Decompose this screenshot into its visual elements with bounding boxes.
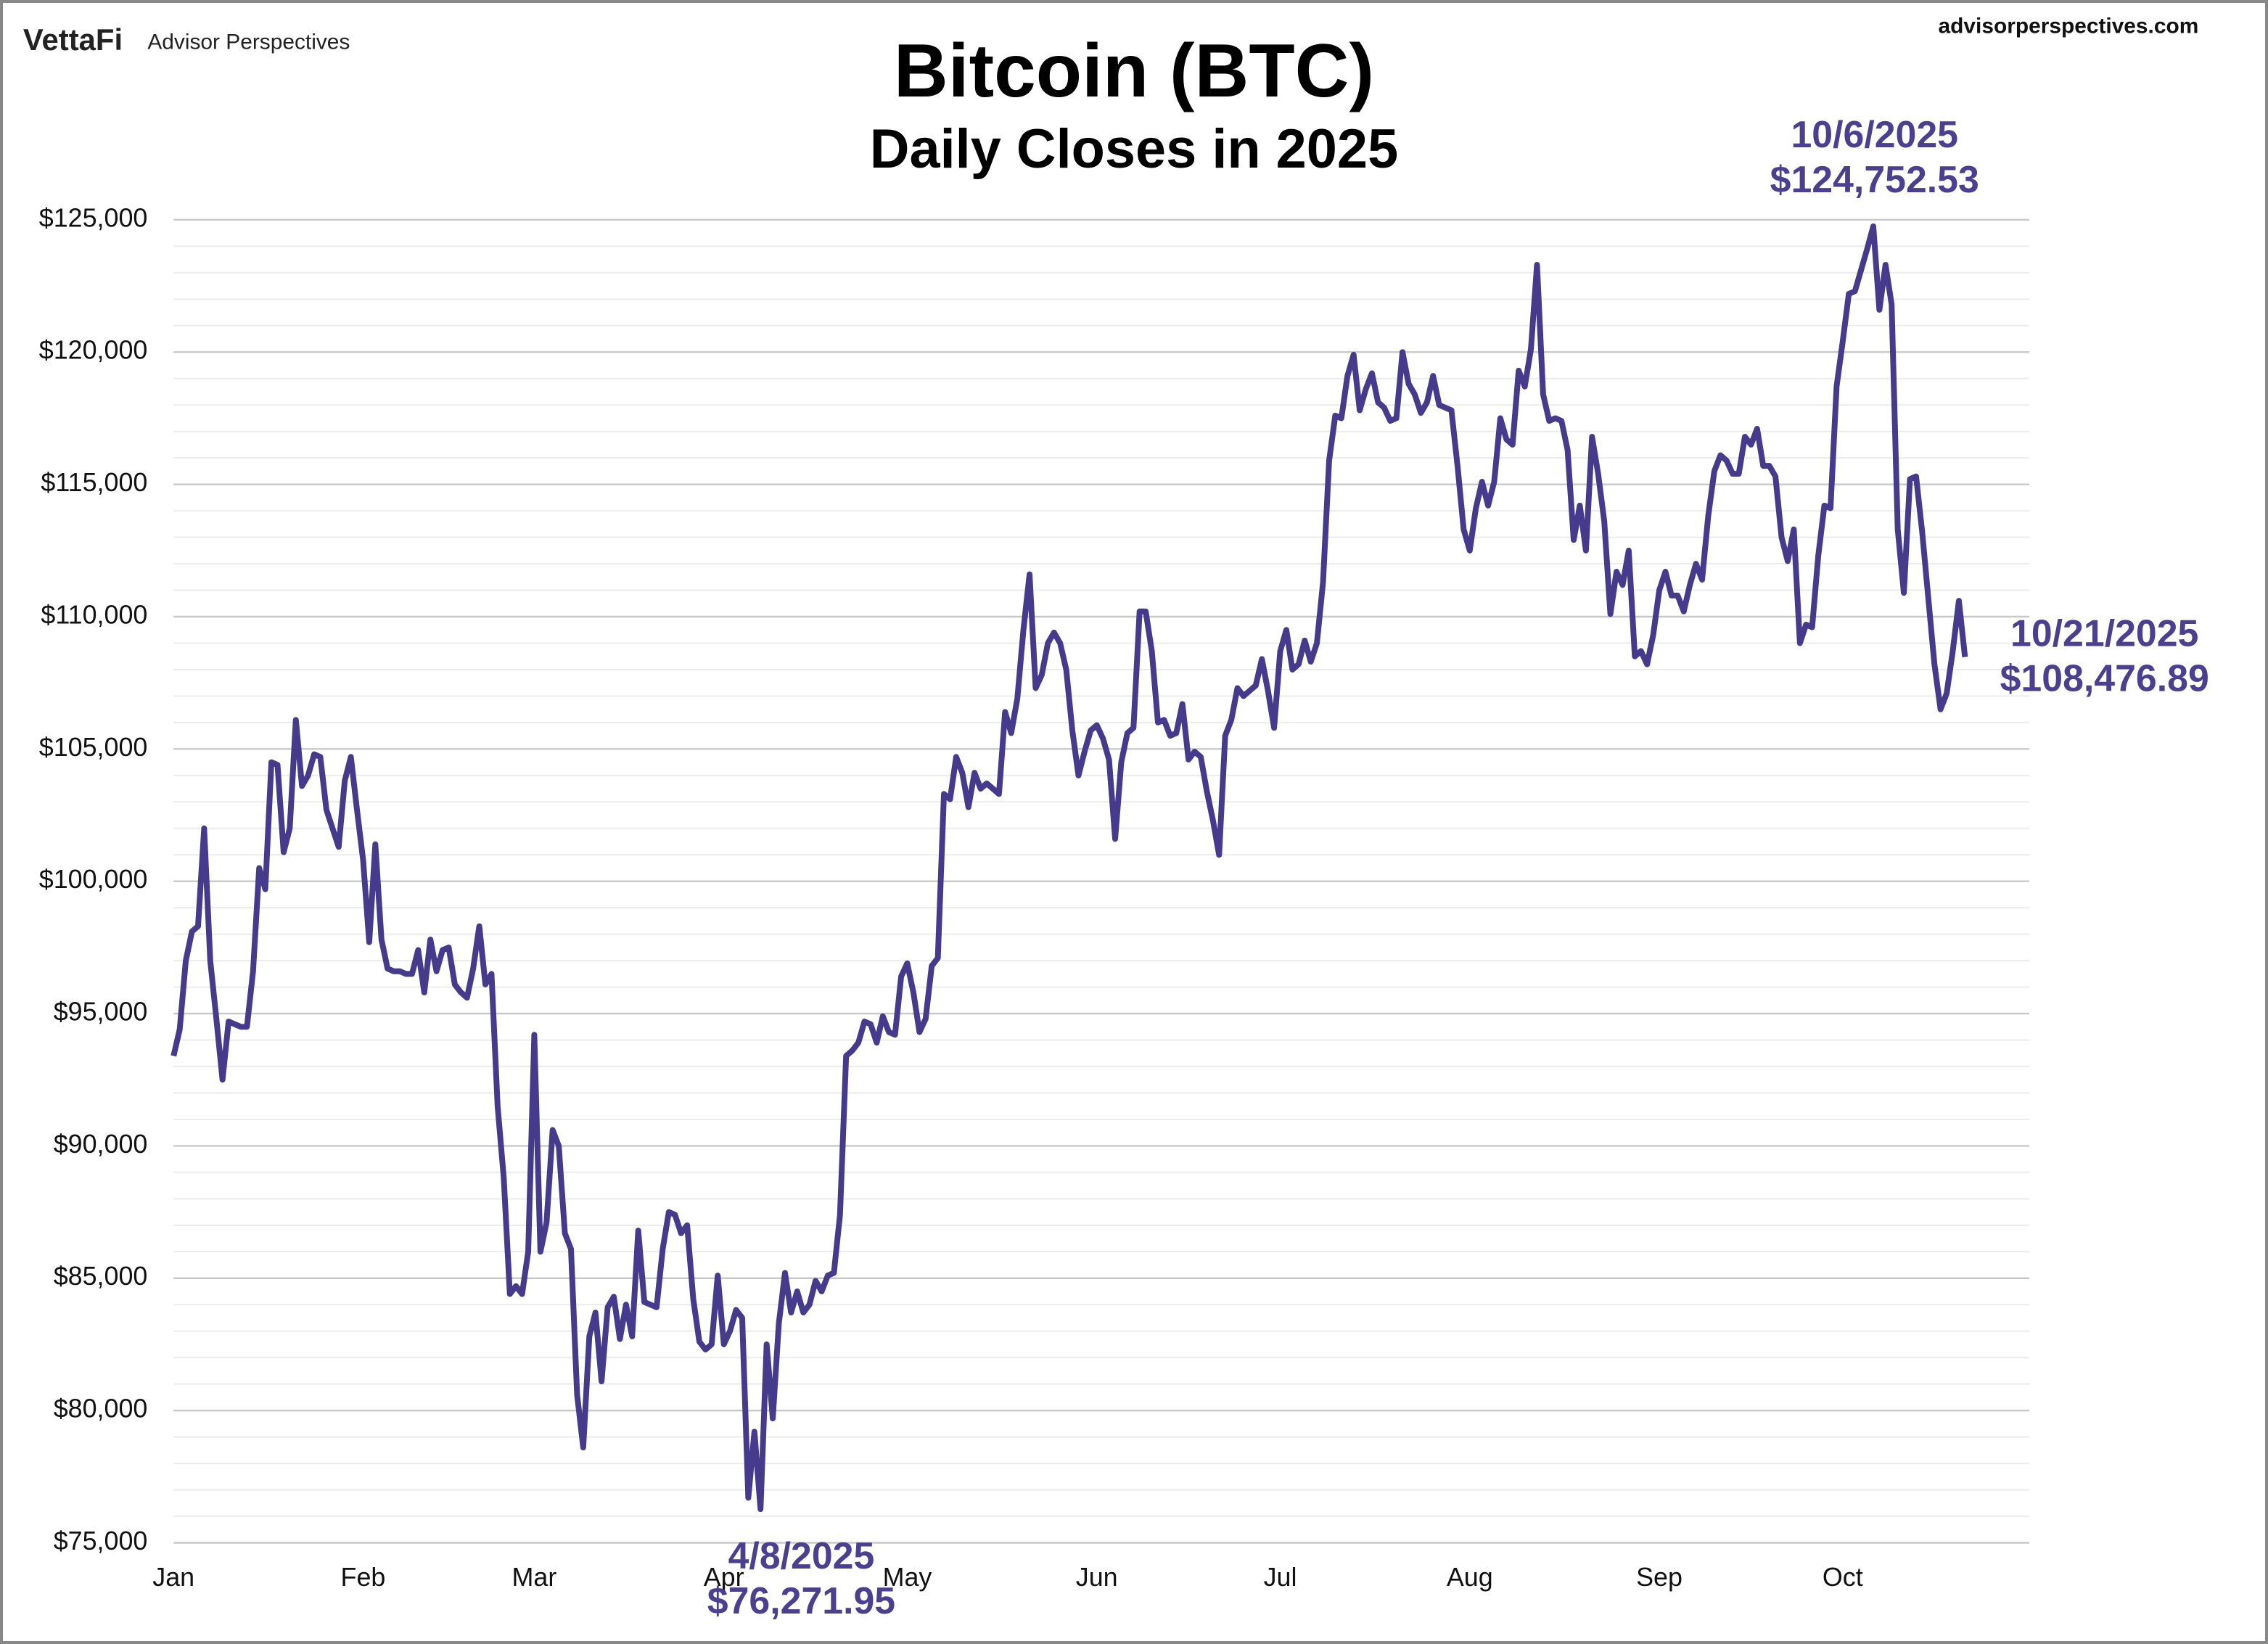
- x-tick-label: May: [883, 1563, 932, 1592]
- y-tick-label: $120,000: [39, 336, 148, 365]
- annotation-date: 10/6/2025: [1791, 113, 1958, 155]
- chart-title: Bitcoin (BTC): [894, 28, 1374, 112]
- y-tick-label: $85,000: [54, 1262, 148, 1291]
- x-tick-label: Sep: [1636, 1563, 1682, 1592]
- y-tick-label: $90,000: [54, 1130, 148, 1159]
- site: advisorperspectives.com: [1939, 15, 2199, 38]
- annotation-price: $108,476.89: [2000, 657, 2209, 699]
- x-tick-label: Jun: [1076, 1563, 1118, 1592]
- y-tick-label: $105,000: [39, 733, 148, 762]
- brand-sub: Advisor Perspectives: [147, 30, 350, 54]
- annotation-date: 4/8/2025: [728, 1534, 875, 1577]
- x-tick-label: Mar: [512, 1563, 557, 1592]
- price-line: [170, 223, 1968, 1513]
- annotation-date: 10/21/2025: [2010, 612, 2198, 654]
- x-tick-label: Jan: [152, 1563, 194, 1592]
- x-tick-label: Aug: [1447, 1563, 1493, 1592]
- brand: VettaFi: [23, 22, 123, 57]
- y-tick-label: $80,000: [54, 1394, 148, 1423]
- annotation-price: $124,752.53: [1770, 158, 1979, 200]
- annotation-price: $76,271.95: [707, 1579, 895, 1622]
- x-tick-label: Apr: [704, 1563, 744, 1592]
- chart-subtitle: Daily Closes in 2025: [870, 118, 1398, 180]
- x-tick-label: Feb: [341, 1563, 386, 1592]
- y-tick-label: $125,000: [39, 203, 148, 232]
- x-tick-label: Oct: [1823, 1563, 1863, 1592]
- y-tick-label: $110,000: [41, 600, 147, 629]
- y-tick-label: $75,000: [54, 1526, 148, 1555]
- y-tick-label: $115,000: [41, 468, 147, 497]
- y-tick-label: $95,000: [54, 998, 148, 1027]
- x-tick-label: Jul: [1264, 1563, 1297, 1592]
- y-tick-label: $100,000: [39, 865, 148, 894]
